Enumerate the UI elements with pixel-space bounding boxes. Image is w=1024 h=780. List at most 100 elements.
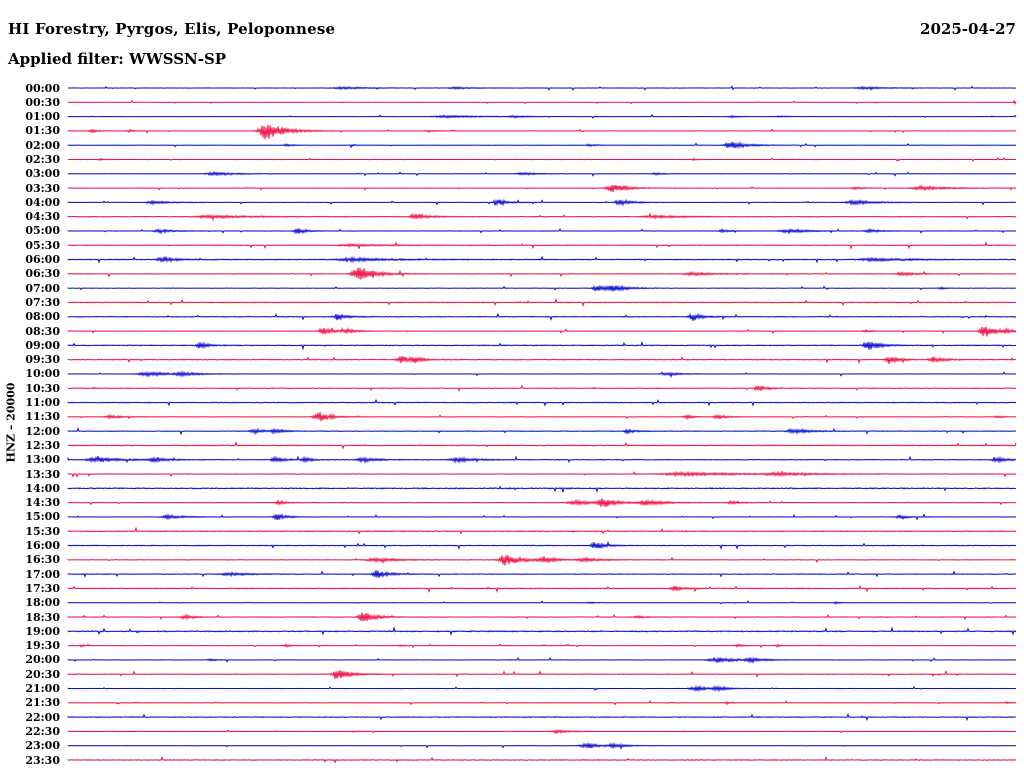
- trace-row-1530: [67, 526, 1017, 535]
- time-label: 03:00: [25, 167, 60, 181]
- trace-row-0430: [67, 212, 1017, 222]
- trace-row-0000: [67, 85, 1017, 92]
- time-label: 09:30: [25, 353, 60, 367]
- trace-row-1500: [67, 512, 1017, 521]
- trace-row-0900: [67, 341, 1017, 351]
- trace-row-1730: [67, 584, 1017, 594]
- trace-row-1230: [67, 440, 1017, 450]
- applied-filter-label: Applied filter: WWSSN-SP: [8, 50, 227, 68]
- time-label: 17:00: [25, 567, 60, 581]
- date-label: 2025-04-27: [920, 20, 1016, 38]
- time-label: 04:30: [25, 210, 60, 224]
- time-label: 19:30: [25, 639, 60, 653]
- time-label: 17:30: [25, 581, 60, 595]
- trace-row-0300: [67, 170, 1017, 177]
- time-label: 01:00: [25, 110, 60, 124]
- time-label: 05:00: [25, 224, 60, 238]
- trace-row-0530: [67, 241, 1017, 250]
- trace-row-1300: [67, 455, 1017, 464]
- trace-row-2330: [67, 755, 1017, 764]
- trace-row-1000: [67, 370, 1017, 379]
- time-label: 15:00: [25, 510, 60, 524]
- trace-row-1430: [67, 498, 1017, 507]
- trace-row-1700: [67, 570, 1017, 579]
- time-label: 21:30: [25, 696, 60, 710]
- time-label: 04:00: [25, 195, 60, 209]
- time-label: 16:30: [25, 553, 60, 567]
- time-label: 01:30: [25, 124, 60, 138]
- trace-row-1600: [67, 540, 1017, 550]
- time-label: 12:30: [25, 438, 60, 452]
- time-label: 22:30: [25, 724, 60, 738]
- trace-row-2030: [67, 669, 1017, 679]
- trace-row-1400: [67, 485, 1017, 493]
- time-label: 00:00: [25, 81, 60, 95]
- trace-row-1800: [67, 600, 1017, 605]
- time-label: 10:30: [25, 381, 60, 395]
- trace-row-0630: [67, 267, 1017, 280]
- time-label: 07:30: [25, 295, 60, 309]
- trace-row-1100: [67, 398, 1017, 407]
- trace-row-1830: [67, 612, 1017, 622]
- time-label: 22:00: [25, 710, 60, 724]
- time-label: 08:00: [25, 310, 60, 324]
- time-label: 09:00: [25, 338, 60, 352]
- time-label: 23:00: [25, 739, 60, 753]
- time-label: 23:30: [25, 753, 60, 767]
- time-label: 06:30: [25, 267, 60, 281]
- trace-row-1630: [67, 555, 1017, 566]
- time-label: 18:30: [25, 610, 60, 624]
- time-label: 13:00: [25, 453, 60, 467]
- time-label: 12:00: [25, 424, 60, 438]
- time-label: 10:00: [25, 367, 60, 381]
- trace-row-0330: [67, 184, 1017, 193]
- time-label: 21:00: [25, 682, 60, 695]
- trace-row-0600: [67, 255, 1017, 264]
- time-label: 16:00: [25, 539, 60, 553]
- trace-row-0700: [67, 284, 1017, 292]
- time-label: 13:30: [25, 467, 60, 481]
- trace-row-2100: [67, 684, 1017, 693]
- time-label: 07:00: [25, 281, 60, 295]
- trace-row-1900: [67, 626, 1017, 637]
- station-title: HI Forestry, Pyrgos, Elis, Peloponnese: [8, 20, 336, 38]
- time-label: 02:00: [25, 138, 60, 152]
- trace-row-0730: [67, 297, 1017, 308]
- time-label: 18:00: [25, 596, 60, 610]
- trace-row-0100: [67, 113, 1017, 119]
- time-label: 14:30: [25, 496, 60, 510]
- trace-row-0830: [67, 326, 1017, 337]
- time-label: 11:00: [25, 396, 60, 410]
- trace-row-1330: [67, 469, 1017, 478]
- trace-row-1130: [67, 412, 1017, 422]
- time-label: 02:30: [25, 152, 60, 166]
- time-label: 06:00: [25, 253, 60, 267]
- trace-row-0030: [67, 99, 1017, 106]
- time-label: 19:00: [25, 624, 60, 638]
- trace-row-0200: [67, 141, 1017, 149]
- trace-row-2130: [67, 700, 1017, 706]
- time-label: 20:30: [25, 667, 60, 681]
- time-label: 20:00: [25, 653, 60, 667]
- trace-row-0800: [67, 312, 1017, 321]
- trace-row-0930: [67, 355, 1017, 365]
- time-label: 05:30: [25, 238, 60, 252]
- trace-row-0130: [67, 125, 1017, 140]
- time-label: 15:30: [25, 524, 60, 538]
- trace-row-0230: [67, 157, 1017, 162]
- trace-row-2000: [67, 656, 1017, 665]
- trace-row-0400: [67, 198, 1017, 207]
- time-label: 11:30: [25, 410, 60, 424]
- trace-row-2230: [67, 728, 1017, 735]
- trace-row-2200: [67, 712, 1017, 722]
- trace-row-1930: [67, 643, 1017, 649]
- trace-row-1200: [67, 427, 1017, 436]
- time-label: 03:30: [25, 181, 60, 195]
- time-label: 14:00: [25, 481, 60, 495]
- time-label: 00:30: [25, 95, 60, 109]
- trace-row-1030: [67, 384, 1017, 392]
- time-label: 08:30: [25, 324, 60, 338]
- trace-row-0500: [67, 227, 1017, 235]
